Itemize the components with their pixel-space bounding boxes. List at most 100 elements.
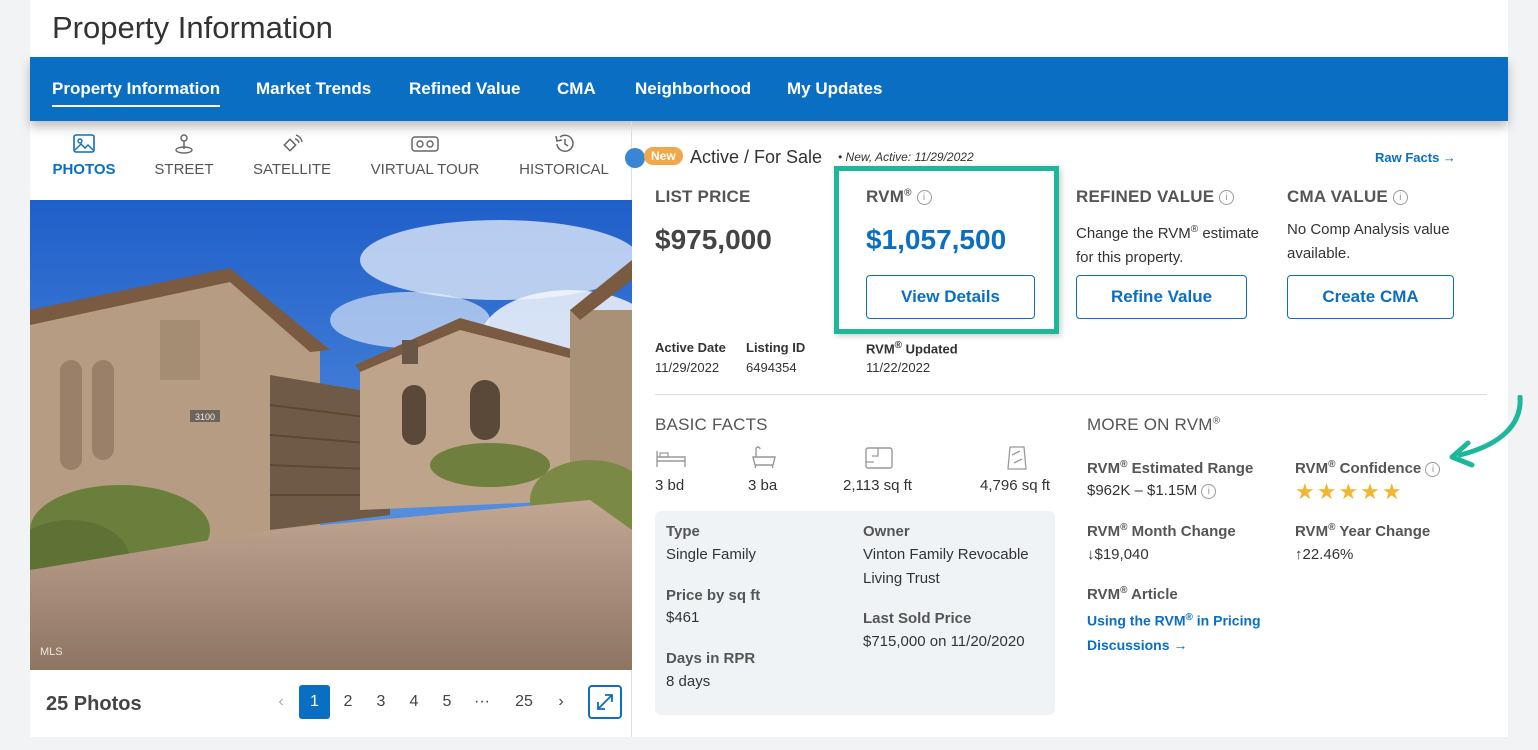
- photo-count: 25 Photos: [46, 693, 142, 715]
- cma-value-description: No Comp Analysis value available.: [1287, 218, 1450, 266]
- section-divider: [655, 394, 1487, 395]
- bed-icon: [656, 451, 686, 467]
- tab-cma[interactable]: CMA: [557, 79, 596, 98]
- street-view-icon: [175, 134, 193, 154]
- price-sqft-value: $461: [666, 609, 700, 626]
- type-label: Type: [666, 523, 700, 540]
- owner-label: Owner: [863, 523, 910, 540]
- house-number: 3100: [195, 412, 215, 422]
- listing-status: Active / For Sale: [690, 147, 823, 167]
- tab-my-updates[interactable]: My Updates: [787, 79, 883, 98]
- page-25[interactable]: 25: [515, 693, 533, 710]
- tab-property-information[interactable]: Property Information: [52, 79, 221, 107]
- active-date-value: 11/29/2022: [655, 360, 720, 375]
- create-cma-button[interactable]: Create CMA: [1287, 275, 1454, 319]
- next-page-button[interactable]: ›: [558, 693, 564, 710]
- page-3[interactable]: 3: [376, 693, 386, 710]
- cma-desc-line-1: No Comp Analysis value: [1287, 221, 1450, 238]
- more-on-rvm-text: MORE ON RVM: [1087, 415, 1213, 434]
- tab-market-trends[interactable]: Market Trends: [256, 79, 372, 98]
- info-icon[interactable]: i: [916, 190, 932, 206]
- registered-mark: ®: [1190, 224, 1199, 235]
- new-badge: New: [644, 147, 683, 165]
- fullscreen-button[interactable]: [588, 685, 622, 719]
- page-ellipsis: ···: [474, 693, 490, 710]
- mode-street-label: STREET: [154, 161, 214, 178]
- rvm-month-change-value: ↓$19,040: [1087, 546, 1149, 563]
- last-sold-value: $715,000 on 11/20/2020: [863, 633, 1025, 650]
- info-icon[interactable]: i: [1425, 461, 1441, 477]
- registered-mark: ®: [904, 187, 912, 199]
- registered-mark: ®: [1328, 522, 1336, 533]
- mode-photos-label: PHOTOS: [52, 161, 116, 178]
- owner-line-2: Living Trust: [863, 570, 940, 587]
- rvm-article-label: RVM® Article: [1087, 585, 1178, 603]
- page-2[interactable]: 2: [343, 693, 353, 710]
- rvm-range-text: $962K – $1.15M: [1087, 482, 1198, 499]
- listing-id-value: 6494354: [746, 360, 797, 375]
- rvm-month-change-label: RVM® Month Change: [1087, 522, 1236, 540]
- page-5[interactable]: 5: [442, 693, 452, 710]
- view-details-button[interactable]: View Details: [866, 275, 1035, 319]
- registered-mark: ®: [1328, 459, 1336, 470]
- lot-size-value: 4,796 sq ft: [980, 477, 1051, 494]
- rvm-year-label-b: Year Change: [1335, 523, 1431, 540]
- rvm-article-link[interactable]: Using the RVM® in Pricing Discussions →: [1087, 606, 1261, 657]
- owner-line-1: Vinton Family Revocable: [863, 546, 1029, 563]
- registered-mark: ®: [1120, 585, 1128, 596]
- facts-box: Type Single Family Owner Vinton Family R…: [655, 511, 1055, 715]
- rvm-year-change-value: ↑22.46%: [1295, 546, 1354, 563]
- listing-status-note: • New, Active: 11/29/2022: [838, 150, 974, 164]
- expand-icon: [597, 694, 613, 710]
- rvm-updated-label: RVM® Updated: [866, 340, 958, 356]
- property-photo[interactable]: 3100 MLS: [30, 200, 632, 670]
- status-dot: [625, 148, 645, 168]
- mode-satellite[interactable]: SATELLITE: [250, 133, 334, 178]
- mode-historical[interactable]: HISTORICAL: [518, 133, 610, 178]
- raw-facts-link[interactable]: Raw Facts →: [1375, 150, 1456, 165]
- refine-value-button[interactable]: Refine Value: [1076, 275, 1247, 319]
- refined-desc-part: Change the RVM: [1076, 225, 1191, 242]
- days-in-rpr-label: Days in RPR: [666, 650, 756, 667]
- rvm-estimated-range-value: $962K – $1.15M i: [1087, 482, 1217, 499]
- article-link-line-2: Discussions →: [1087, 636, 1188, 653]
- info-icon[interactable]: i: [1392, 190, 1408, 206]
- refined-desc-line-2: for this property.: [1076, 249, 1184, 266]
- refined-value-label-text: REFINED VALUE: [1076, 187, 1215, 206]
- list-price-label: LIST PRICE: [655, 187, 751, 206]
- registered-mark: ®: [894, 340, 903, 351]
- photo-watermark: MLS: [40, 646, 63, 658]
- page-4[interactable]: 4: [409, 693, 419, 710]
- photos-icon: [73, 134, 95, 153]
- list-price-value: $975,000: [655, 224, 772, 255]
- info-icon[interactable]: i: [1219, 190, 1235, 206]
- rvm-confidence-label-a: RVM: [1295, 460, 1329, 477]
- history-icon: [555, 134, 574, 153]
- rvm-year-change-label: RVM® Year Change: [1295, 522, 1430, 540]
- page-title: Property Information: [52, 10, 333, 45]
- refined-desc-part: estimate: [1198, 225, 1260, 242]
- type-value: Single Family: [666, 546, 757, 563]
- cma-value-label-text: CMA VALUE: [1287, 187, 1388, 206]
- lot-size-icon: [1007, 446, 1027, 470]
- rvm-price-value: $1,057,500: [866, 224, 1007, 255]
- article-link-part: Using the RVM: [1087, 612, 1186, 629]
- rvm-month-label-a: RVM: [1087, 523, 1121, 540]
- tab-neighborhood[interactable]: Neighborhood: [635, 79, 752, 98]
- mode-street[interactable]: STREET: [152, 133, 216, 178]
- article-link-part: in Pricing: [1192, 612, 1261, 629]
- mode-photos[interactable]: PHOTOS: [52, 133, 116, 178]
- prev-page-button[interactable]: ‹: [278, 693, 284, 710]
- beds-value: 3 bd: [655, 477, 685, 494]
- mode-historical-label: HISTORICAL: [519, 161, 609, 178]
- tab-refined-value[interactable]: Refined Value: [409, 79, 521, 98]
- info-icon[interactable]: i: [1201, 483, 1217, 499]
- rvm-confidence-stars: ★★★★★: [1295, 479, 1404, 504]
- rvm-year-label-a: RVM: [1295, 523, 1329, 540]
- rvm-label-text: RVM: [866, 187, 905, 206]
- registered-mark: ®: [1120, 522, 1128, 533]
- mode-satellite-label: SATELLITE: [252, 161, 332, 178]
- rvm-highlight-box: [834, 166, 1059, 334]
- mode-virtual-tour[interactable]: VIRTUAL TOUR: [370, 133, 480, 178]
- page-1[interactable]: 1: [299, 685, 330, 719]
